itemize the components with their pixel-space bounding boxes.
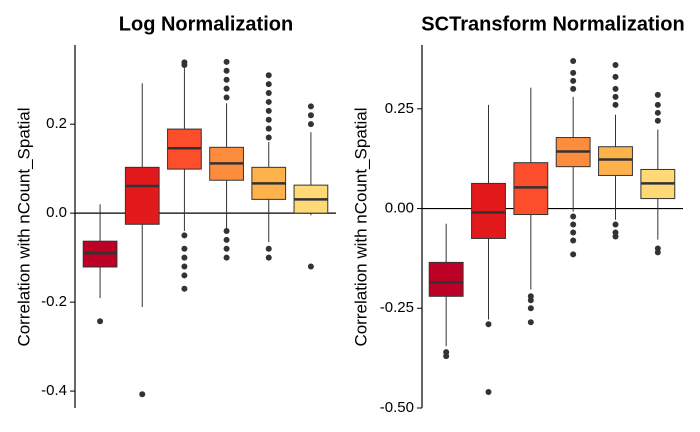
- outlier: [570, 221, 577, 228]
- outlier: [612, 61, 619, 68]
- outlier: [485, 321, 492, 328]
- outlier: [139, 391, 146, 398]
- outlier: [223, 245, 230, 252]
- outlier: [612, 221, 619, 228]
- outlier: [223, 85, 230, 92]
- chart-title: Log Normalization: [119, 13, 293, 35]
- box: [428, 261, 464, 297]
- outlier: [181, 285, 188, 292]
- outlier: [527, 305, 534, 312]
- outlier: [223, 227, 230, 234]
- chart-title: SCTransform Normalization: [421, 13, 684, 35]
- outlier: [265, 125, 272, 132]
- outlier: [265, 107, 272, 114]
- y-axis-label: Correlation with nCount_Spatial: [351, 107, 370, 346]
- y-tick-label: -0.25: [380, 299, 414, 316]
- outlier: [612, 73, 619, 80]
- outlier: [570, 213, 577, 220]
- outlier: [181, 263, 188, 270]
- box: [598, 146, 633, 176]
- outlier: [612, 93, 619, 100]
- outlier: [223, 236, 230, 243]
- outlier: [223, 58, 230, 65]
- outlier: [654, 109, 661, 116]
- outlier: [443, 353, 450, 360]
- outlier: [612, 233, 619, 240]
- outlier: [223, 67, 230, 74]
- outlier: [570, 251, 577, 258]
- y-axis-label: Correlation with nCount_Spatial: [14, 107, 33, 346]
- outlier: [570, 85, 577, 92]
- outlier: [181, 254, 188, 261]
- outlier: [527, 297, 534, 304]
- box: [124, 166, 160, 225]
- outlier: [570, 229, 577, 236]
- outlier: [527, 319, 534, 326]
- outlier: [265, 90, 272, 97]
- outlier: [181, 62, 188, 69]
- y-tick-label: 0.25: [385, 100, 414, 117]
- outlier: [223, 76, 230, 83]
- y-tick-label: 0.0: [46, 204, 67, 221]
- outlier: [265, 98, 272, 105]
- outlier: [654, 101, 661, 108]
- outlier: [570, 57, 577, 64]
- outlier: [181, 245, 188, 252]
- outlier: [265, 81, 272, 88]
- y-tick-label: -0.4: [41, 382, 67, 399]
- y-tick-label: -0.2: [41, 293, 67, 310]
- outlier: [181, 272, 188, 279]
- outlier: [265, 72, 272, 79]
- outlier: [612, 101, 619, 108]
- outlier: [570, 69, 577, 76]
- y-tick-label: -0.50: [380, 399, 414, 416]
- outlier: [654, 91, 661, 98]
- outlier: [181, 232, 188, 239]
- outlier: [265, 245, 272, 252]
- outlier: [307, 263, 314, 270]
- outlier: [223, 94, 230, 101]
- outlier: [265, 134, 272, 141]
- outlier: [570, 77, 577, 84]
- outlier: [654, 117, 661, 124]
- outlier: [570, 237, 577, 244]
- outlier: [307, 103, 314, 110]
- outlier: [265, 116, 272, 123]
- outlier: [97, 318, 104, 325]
- outlier: [307, 121, 314, 128]
- y-tick-label: 0.00: [385, 200, 414, 217]
- outlier: [307, 112, 314, 119]
- y-tick-label: 0.2: [46, 115, 67, 132]
- box: [471, 182, 506, 239]
- outlier: [223, 254, 230, 261]
- outlier: [485, 389, 492, 396]
- outlier: [654, 249, 661, 256]
- outlier: [265, 254, 272, 261]
- outlier: [612, 85, 619, 92]
